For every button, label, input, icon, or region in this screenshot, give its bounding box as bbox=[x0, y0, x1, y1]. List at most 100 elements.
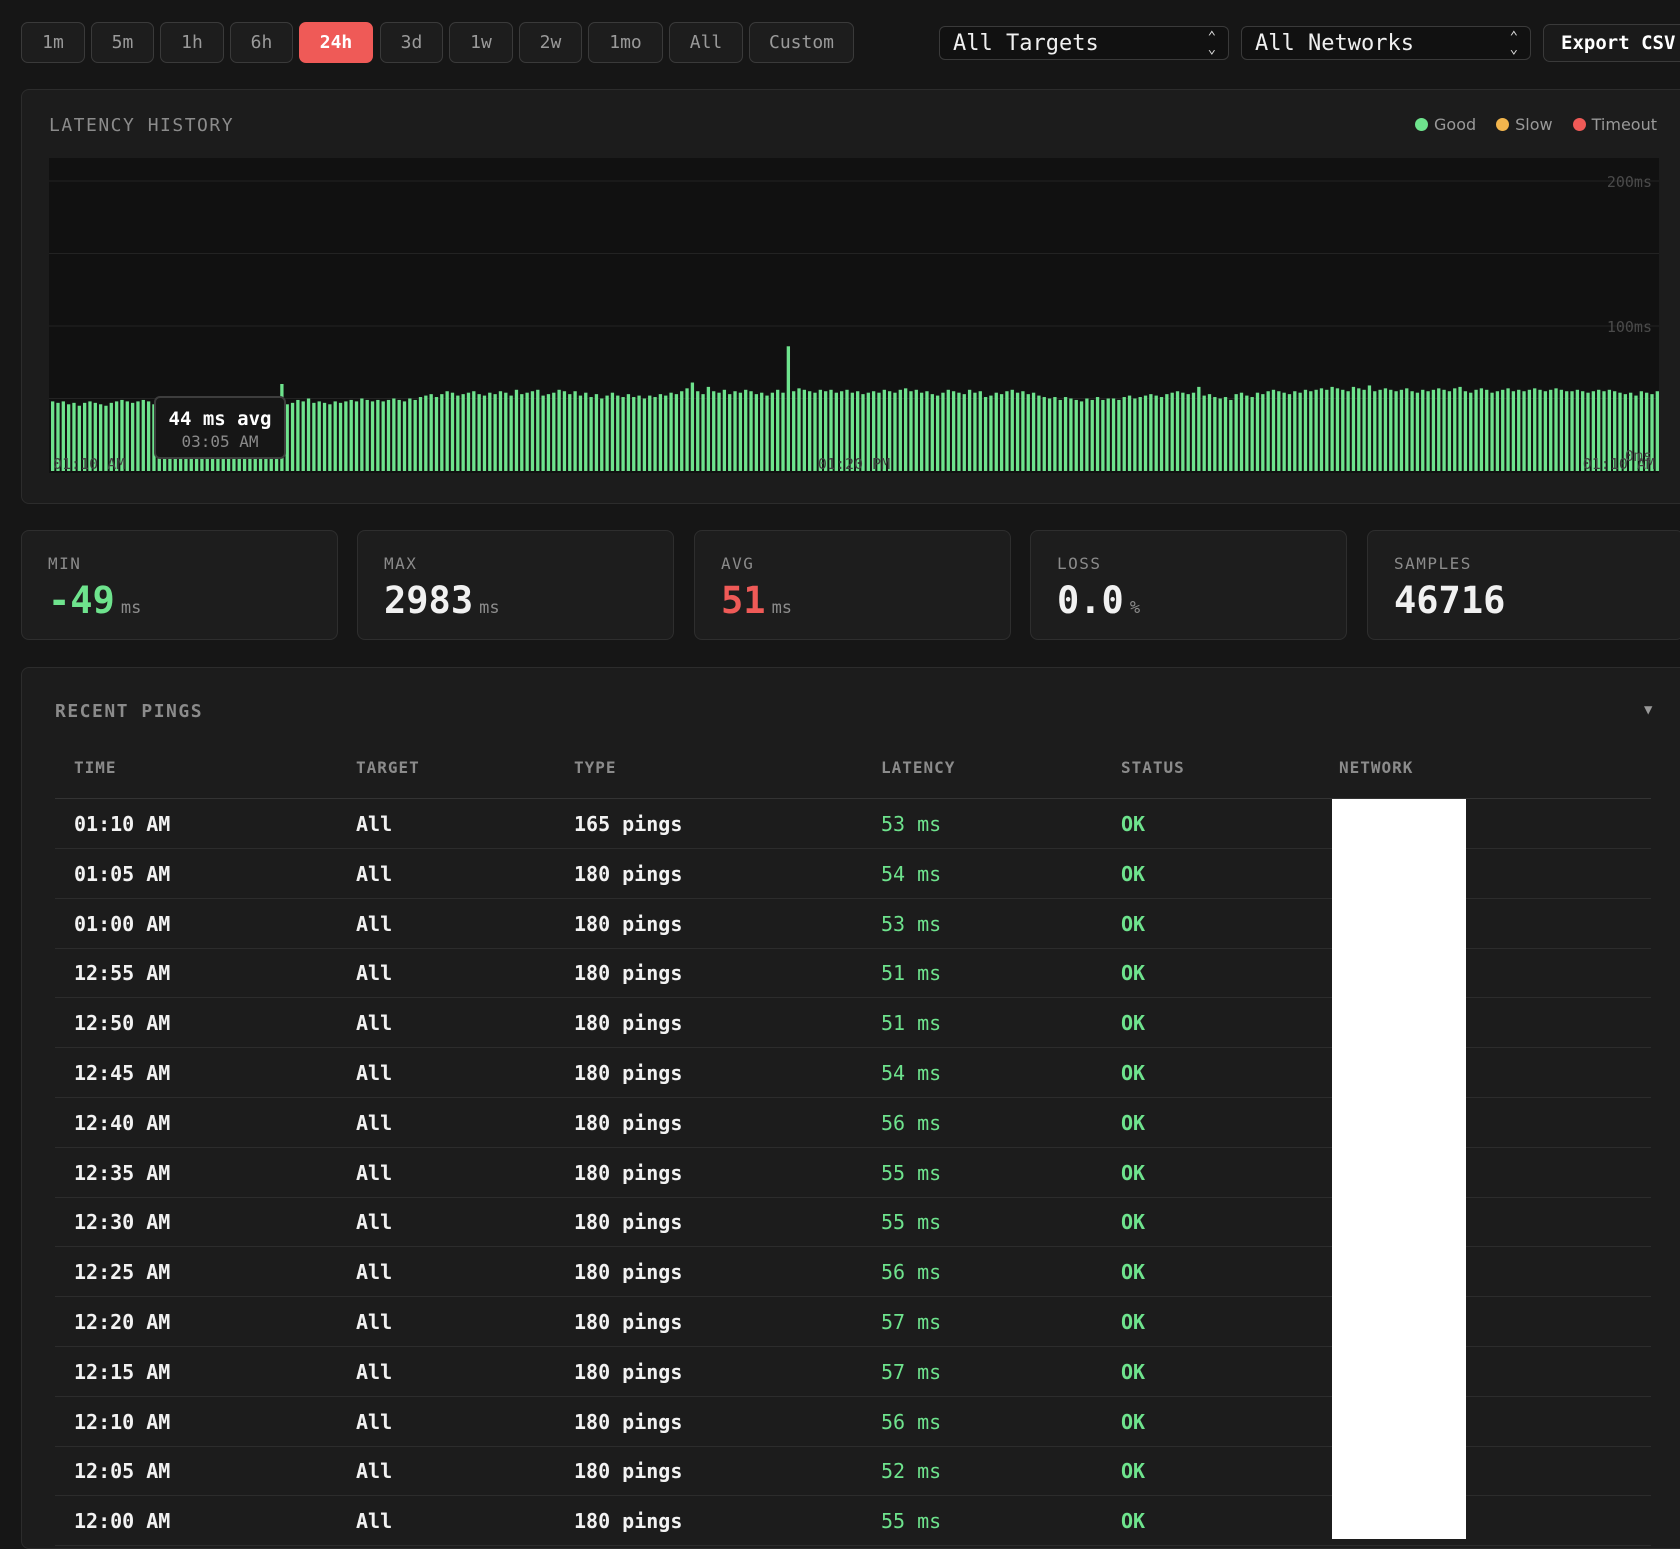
latency-bar[interactable] bbox=[818, 389, 822, 471]
latency-bar[interactable] bbox=[1181, 392, 1185, 471]
latency-bar[interactable] bbox=[1399, 389, 1404, 471]
latency-bar[interactable] bbox=[1031, 392, 1036, 471]
latency-bar[interactable] bbox=[1506, 388, 1510, 471]
latency-bar[interactable] bbox=[461, 394, 465, 471]
latency-bar[interactable] bbox=[477, 394, 481, 471]
latency-bar[interactable] bbox=[1479, 388, 1484, 471]
latency-bar[interactable] bbox=[632, 397, 636, 471]
latency-bar[interactable] bbox=[1042, 397, 1046, 471]
latency-bar[interactable] bbox=[1282, 392, 1286, 471]
latency-bar[interactable] bbox=[1314, 389, 1318, 471]
latency-bar[interactable] bbox=[562, 391, 567, 471]
latency-bar[interactable] bbox=[989, 395, 993, 471]
latency-bar[interactable] bbox=[983, 397, 988, 471]
latency-bar[interactable] bbox=[66, 404, 71, 471]
latency-bar[interactable] bbox=[1538, 389, 1542, 471]
latency-bar[interactable] bbox=[322, 402, 327, 471]
latency-bar[interactable] bbox=[56, 402, 60, 471]
latency-bar[interactable] bbox=[1335, 388, 1340, 471]
latency-bar[interactable] bbox=[514, 389, 519, 471]
latency-bar[interactable] bbox=[834, 392, 838, 471]
latency-bar[interactable] bbox=[1133, 398, 1137, 471]
latency-bar[interactable] bbox=[1495, 391, 1500, 471]
latency-bar[interactable] bbox=[946, 389, 950, 471]
latency-bar[interactable] bbox=[88, 401, 92, 471]
latency-bar[interactable] bbox=[370, 401, 375, 471]
latency-bar[interactable] bbox=[120, 399, 124, 471]
latency-bar[interactable] bbox=[1415, 392, 1420, 471]
latency-bar[interactable] bbox=[450, 392, 455, 471]
latency-bar[interactable] bbox=[1090, 399, 1094, 471]
table-row[interactable]: 12:10 AM All 180 pings 56 ms OK bbox=[55, 1397, 1651, 1447]
latency-bar[interactable] bbox=[1357, 388, 1361, 471]
table-row[interactable]: 12:25 AM All 180 pings 56 ms OK bbox=[55, 1247, 1651, 1298]
latency-bar[interactable] bbox=[690, 382, 695, 471]
latency-bar[interactable] bbox=[1645, 392, 1649, 471]
latency-bar[interactable] bbox=[125, 401, 129, 471]
latency-bar[interactable] bbox=[456, 395, 460, 471]
latency-bar[interactable] bbox=[568, 394, 572, 471]
latency-bar[interactable] bbox=[301, 401, 305, 471]
latency-bar[interactable] bbox=[584, 392, 588, 471]
latency-bar[interactable] bbox=[776, 389, 780, 471]
latency-bar[interactable] bbox=[856, 391, 860, 471]
latency-bar[interactable] bbox=[802, 389, 806, 471]
latency-bar[interactable] bbox=[1005, 391, 1009, 471]
latency-bar[interactable] bbox=[1122, 397, 1126, 471]
latency-bar[interactable] bbox=[909, 391, 913, 471]
latency-bar[interactable] bbox=[1218, 398, 1222, 471]
latency-bar[interactable] bbox=[680, 391, 684, 471]
latency-bar[interactable] bbox=[1485, 389, 1489, 471]
latency-bar[interactable] bbox=[1533, 388, 1537, 471]
latency-bar[interactable] bbox=[509, 395, 513, 471]
latency-bar[interactable] bbox=[1543, 391, 1548, 471]
latency-bar[interactable] bbox=[1623, 394, 1627, 471]
latency-bar[interactable] bbox=[1213, 397, 1217, 471]
latency-bar[interactable] bbox=[349, 399, 353, 471]
latency-bar[interactable] bbox=[1277, 391, 1281, 471]
latency-bar[interactable] bbox=[328, 404, 332, 471]
latency-bar[interactable] bbox=[402, 401, 407, 471]
latency-bar[interactable] bbox=[626, 394, 631, 471]
latency-bar[interactable] bbox=[573, 391, 577, 471]
latency-bar[interactable] bbox=[1373, 391, 1377, 471]
latency-bar[interactable] bbox=[77, 405, 81, 471]
latency-plot[interactable]: 200ms 100ms 0ms 01:10 AM 01:20 PM 01:10 AM 44… bbox=[49, 158, 1659, 473]
target-select[interactable]: All Targets ⌃ ⌄ bbox=[939, 26, 1229, 60]
latency-bar[interactable] bbox=[1229, 399, 1233, 471]
range-button-1m[interactable]: 1m bbox=[21, 22, 85, 63]
latency-bar[interactable] bbox=[1053, 397, 1057, 471]
latency-bar[interactable] bbox=[733, 391, 737, 471]
latency-bar[interactable] bbox=[1511, 391, 1516, 471]
latency-bar[interactable] bbox=[999, 394, 1004, 471]
latency-bar[interactable] bbox=[1266, 391, 1270, 471]
range-button-custom[interactable]: Custom bbox=[749, 22, 854, 63]
latency-bar[interactable] bbox=[578, 395, 583, 471]
table-row[interactable]: 12:35 AM All 180 pings 55 ms OK bbox=[55, 1148, 1651, 1198]
latency-bar[interactable] bbox=[434, 397, 439, 471]
latency-bar[interactable] bbox=[808, 391, 812, 471]
latency-bar[interactable] bbox=[493, 394, 497, 471]
range-button-3d[interactable]: 3d bbox=[380, 22, 443, 63]
latency-bar[interactable] bbox=[760, 392, 764, 471]
latency-bar[interactable] bbox=[1223, 397, 1228, 471]
latency-bar[interactable] bbox=[919, 392, 924, 471]
latency-bar[interactable] bbox=[445, 391, 449, 471]
latency-bar[interactable] bbox=[541, 395, 545, 471]
latency-bar[interactable] bbox=[1271, 389, 1276, 471]
latency-bar[interactable] bbox=[109, 402, 113, 471]
latency-bar[interactable] bbox=[829, 389, 833, 471]
latency-bar[interactable] bbox=[397, 399, 401, 471]
latency-bar[interactable] bbox=[994, 392, 998, 471]
latency-bar[interactable] bbox=[333, 401, 337, 471]
latency-bar[interactable] bbox=[1159, 397, 1164, 471]
latency-bar[interactable] bbox=[786, 346, 791, 471]
latency-bar[interactable] bbox=[408, 398, 412, 471]
latency-bar[interactable] bbox=[312, 402, 316, 471]
latency-bar[interactable] bbox=[728, 394, 732, 471]
latency-bar[interactable] bbox=[376, 399, 380, 471]
latency-bar[interactable] bbox=[1522, 391, 1526, 471]
latency-bar[interactable] bbox=[152, 404, 156, 471]
latency-bar[interactable] bbox=[1517, 389, 1521, 471]
latency-bar[interactable] bbox=[1303, 389, 1308, 471]
